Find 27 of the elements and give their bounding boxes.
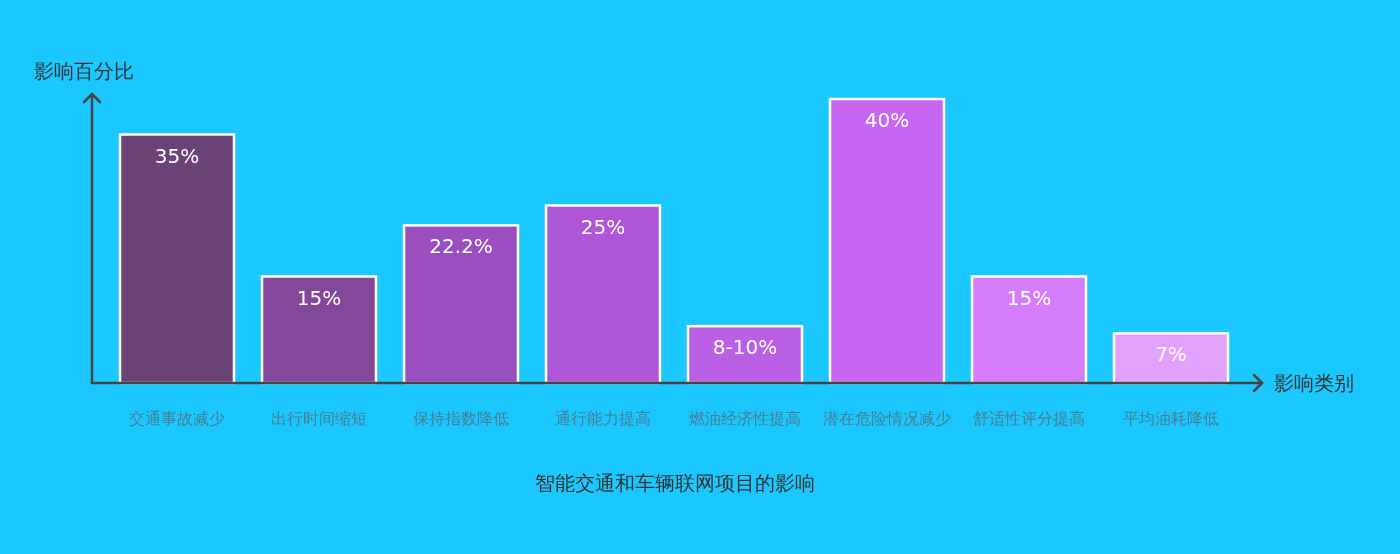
x-tick-label: 交通事故减少: [129, 409, 225, 428]
bar: [1112, 332, 1230, 385]
data-label: 15%: [296, 285, 342, 310]
data-label: 7%: [1155, 342, 1187, 367]
bar: [970, 275, 1088, 385]
data-label: 22.2%: [429, 234, 493, 259]
bar: [402, 224, 520, 385]
data-label: 15%: [1006, 285, 1052, 310]
y-axis-title: 影响百分比: [34, 59, 134, 83]
x-tick-label: 通行能力提高: [555, 409, 651, 428]
x-tick-label: 潜在危险情况减少: [823, 409, 951, 428]
data-label: 8-10%: [712, 335, 778, 360]
x-tick-label: 出行时间缩短: [271, 409, 367, 428]
text: 智能交通和车辆联网项目的影响: [535, 471, 815, 495]
x-tick-label: 舒适性评分提高: [973, 409, 1085, 428]
bar: [544, 204, 662, 385]
bar: [118, 133, 236, 385]
data-label: 35%: [154, 143, 200, 168]
bar: [828, 97, 946, 385]
x-tick-label: 燃油经济性提高: [689, 409, 801, 428]
x-axis-title: 影响类别: [1274, 371, 1354, 395]
x-tick-label: 平均油耗降低: [1123, 409, 1219, 428]
data-label: 25%: [580, 214, 626, 239]
data-label: 40%: [864, 108, 910, 132]
x-tick-label: 保持指数降低: [413, 409, 509, 428]
bar: [260, 275, 378, 385]
bar: [686, 324, 804, 385]
